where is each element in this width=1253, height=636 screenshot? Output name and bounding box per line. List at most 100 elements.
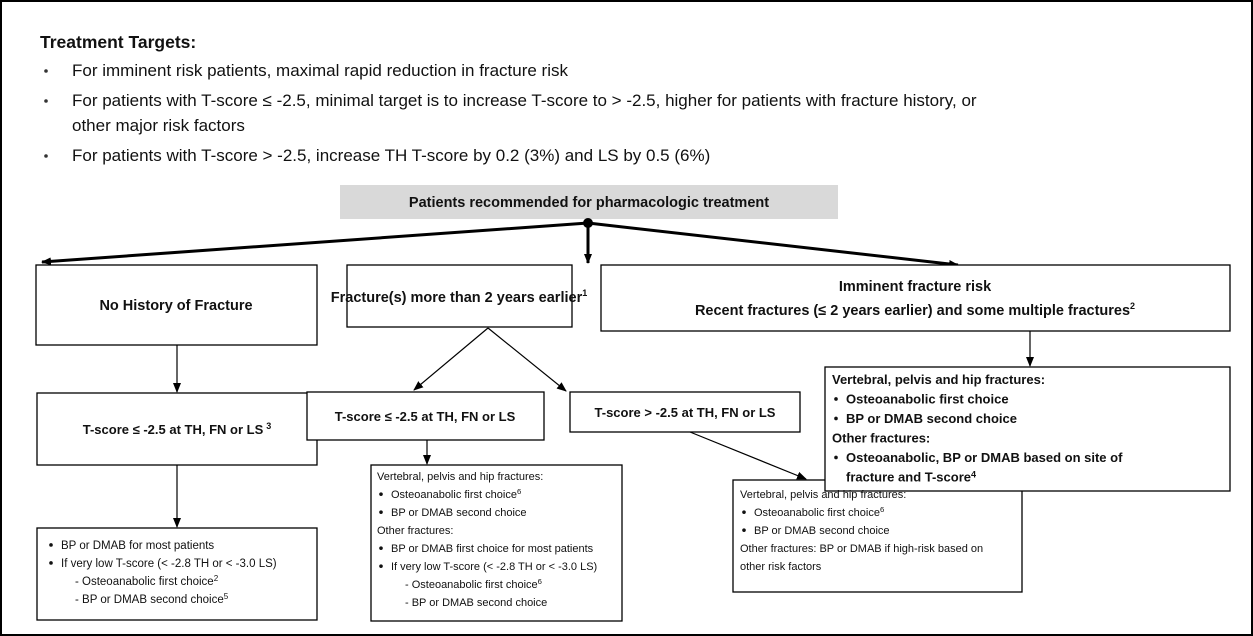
node-box [36,527,318,621]
bullet [44,154,48,158]
rec-text: BP or DMAB first choice for most patient… [391,543,594,555]
rec-text: Other fractures: [832,431,930,446]
rec-text: Other fractures: [377,525,453,537]
rec-text: BP or DMAB second choice [391,507,527,519]
node-box [732,479,1023,593]
target-text: For patients with T-score > -2.5, increa… [72,146,710,165]
arrow [689,431,807,480]
rec-text: Vertebral, pelvis and hip fractures: [832,372,1045,387]
node-box [824,366,1231,492]
node-label: T-score ≤ -2.5 at TH, FN or LS [335,409,516,424]
root-box [340,185,838,219]
rec-line: Osteoanabolic, BP or DMAB based on site … [846,450,1123,465]
rec-line: Osteoanabolic first choice6 [391,487,521,501]
rec-line: Vertebral, pelvis and hip fractures: [832,372,1045,387]
bullet [379,510,383,514]
bullet [49,561,53,565]
node-box [346,264,573,328]
arrow [41,221,589,266]
rec-line: If very low T-score (< -2.8 TH or < -3.0… [391,561,597,573]
node-box [36,392,318,466]
rec-text: - Osteoanabolic first choice [75,576,214,588]
arrow [587,221,959,268]
rec-text: BP or DMAB second choice [754,525,890,537]
rec-line: Vertebral, pelvis and hip fractures: [377,471,543,483]
rec-line: Osteoanabolic first choice [846,392,1009,407]
rec-line: Osteoanabolic first choice6 [754,505,884,519]
node-box [600,264,1231,332]
label: Fracture(s) more than 2 years earlier [331,290,583,306]
rec-text: Other fractures: BP or DMAB if high-risk… [740,543,983,555]
node-box [306,391,545,441]
rec-text: If very low T-score (< -2.8 TH or < -3.0… [61,558,277,570]
rec-text: Vertebral, pelvis and hip fractures: [740,489,906,501]
node-label: No History of Fracture [99,298,252,314]
rec-line: BP or DMAB second choice [846,411,1017,426]
target-text: For imminent risk patients, maximal rapi… [72,61,568,80]
rec-line: - BP or DMAB second choice [405,597,547,609]
node-box [35,264,318,346]
label: Recent fractures (≤ 2 years earlier) and… [695,303,1130,319]
rec-line: Other fractures: BP or DMAB if high-risk… [740,543,983,555]
rec-text: BP or DMAB for most patients [61,540,214,552]
rec-line: - Osteoanabolic first choice2 [75,574,219,588]
rec-line: BP or DMAB for most patients [61,540,214,552]
rec-line: Vertebral, pelvis and hip fractures: [740,489,906,501]
superscript: 1 [582,288,587,298]
rec-text: BP or DMAB second choice [846,411,1017,426]
rec-text: other risk factors [740,561,822,573]
root-label: Patients recommended for pharmacologic t… [409,195,769,211]
superscript: 6 [538,577,542,586]
rec-text: If very low T-score (< -2.8 TH or < -3.0… [391,561,597,573]
bullet [379,492,383,496]
arrow [413,327,489,391]
superscript: 6 [880,505,884,514]
bullet [44,69,48,73]
rec-line: If very low T-score (< -2.8 TH or < -3.0… [61,558,277,570]
rec-text: - BP or DMAB second choice [75,594,224,606]
target-text: For patients with T-score ≤ -2.5, minima… [72,91,977,110]
rec-text: Osteoanabolic first choice [846,392,1009,407]
node-sublabel: Recent fractures (≤ 2 years earlier) and… [695,301,1135,319]
superscript: 3 [266,421,271,431]
bullet [379,564,383,568]
superscript: 5 [224,592,229,601]
rec-line: BP or DMAB second choice [754,525,890,537]
rec-line: other risk factors [740,561,822,573]
rec-text: Osteoanabolic first choice [754,507,880,519]
node-box [370,464,623,622]
rec-text: Vertebral, pelvis and hip fractures: [377,471,543,483]
node-label: T-score ≤ -2.5 at TH, FN or LS 3 [83,421,272,437]
bullet [834,397,838,401]
bullet [44,99,48,103]
superscript: 6 [517,487,521,496]
node-label: Imminent fracture risk [839,279,992,295]
rec-text: fracture and T-score [846,470,971,485]
rec-text: - Osteoanabolic first choice [405,579,538,591]
target-text: other major risk factors [72,116,245,135]
bullet [742,528,746,532]
superscript: 4 [971,470,977,480]
bullet [379,546,383,550]
rec-line: fracture and T-score4 [846,470,977,485]
superscript: 2 [1130,301,1135,311]
bullet [834,455,838,460]
rec-line: Other fractures: [377,525,453,537]
rec-line: Other fractures: [832,431,930,446]
targets-list: For imminent risk patients, maximal rapi… [44,61,977,165]
rec-line: - BP or DMAB second choice5 [75,592,229,606]
recommendations: BP or DMAB for most patients If very low … [49,372,1123,609]
superscript: 2 [214,574,219,583]
node-label: T-score > -2.5 at TH, FN or LS [595,405,776,420]
node-label: Fracture(s) more than 2 years earlier1 [331,288,587,306]
bullet [742,510,746,514]
node-box [569,391,801,433]
rec-text: Osteoanabolic, BP or DMAB based on site … [846,450,1123,465]
targets-title: Treatment Targets: [40,32,196,52]
bullet [49,543,53,547]
rec-line: BP or DMAB first choice for most patient… [391,543,594,555]
label: T-score ≤ -2.5 at TH, FN or LS [83,422,264,437]
bullet [834,416,838,421]
rec-text: - BP or DMAB second choice [405,597,547,609]
